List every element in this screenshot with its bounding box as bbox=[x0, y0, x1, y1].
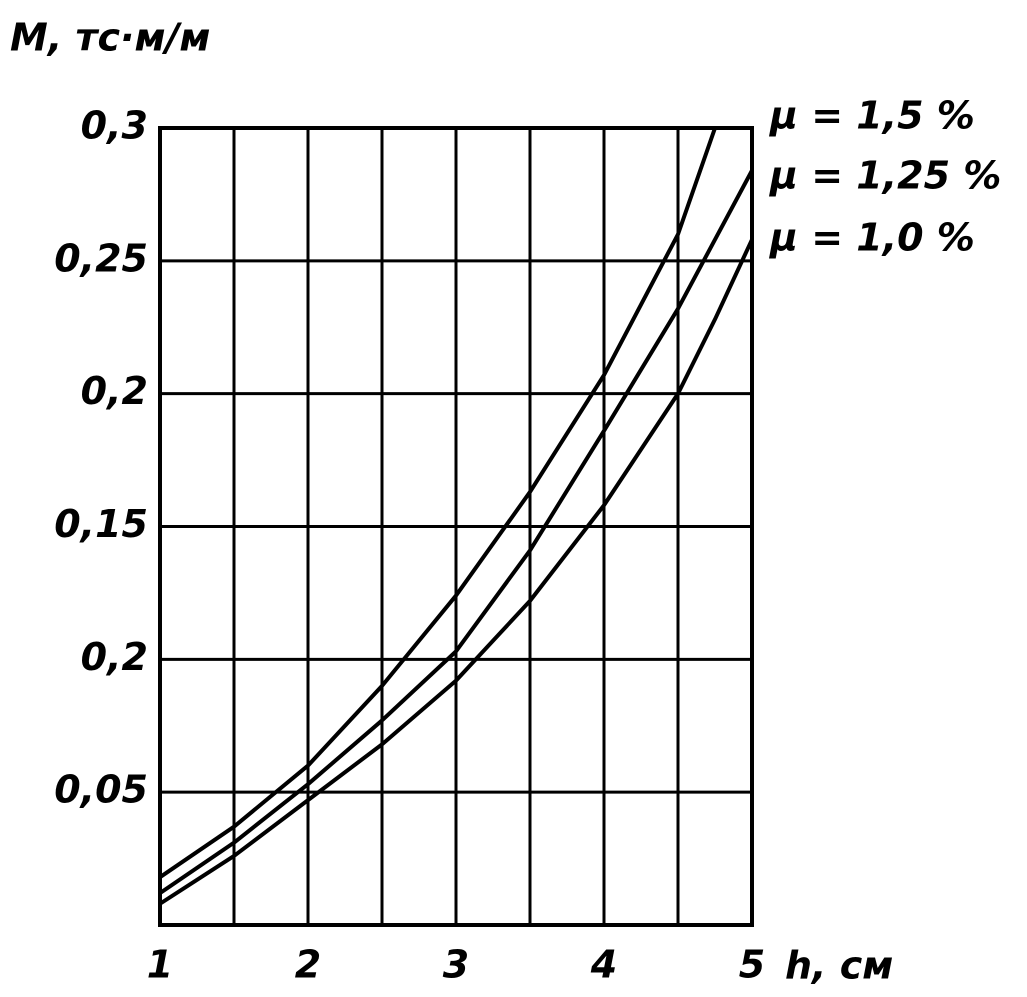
y-tick-label: 0,05 bbox=[54, 768, 148, 812]
x-tick-label: 2 bbox=[295, 943, 321, 987]
series-line bbox=[158, 127, 717, 879]
plot-frame bbox=[158, 126, 754, 927]
x-axis-label: h, см bbox=[785, 944, 893, 988]
legend-label: μ = 1,5 % bbox=[768, 94, 975, 138]
x-tick-label: 1 bbox=[147, 943, 173, 987]
x-tick-label: 3 bbox=[443, 943, 469, 987]
y-tick-label: 0,2 bbox=[81, 369, 148, 413]
y-tick-label: 0,25 bbox=[54, 236, 148, 280]
y-tick-label: 0,15 bbox=[54, 502, 148, 546]
x-tick-label: 4 bbox=[590, 943, 617, 987]
y-tick-label: 0,3 bbox=[81, 104, 148, 148]
x-tick-label: 5 bbox=[739, 943, 765, 987]
legend-label: μ = 1,0 % bbox=[768, 216, 975, 260]
series-line bbox=[158, 169, 754, 895]
series-line bbox=[158, 238, 754, 906]
legend-label: μ = 1,25 % bbox=[768, 154, 1001, 198]
y-axis-label: M, тс·м/м bbox=[10, 16, 210, 60]
y-tick-label: 0,2 bbox=[81, 635, 148, 679]
